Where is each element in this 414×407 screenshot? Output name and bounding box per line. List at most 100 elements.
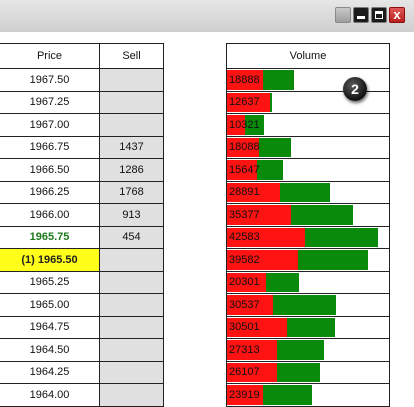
buy-volume-segment [276, 340, 325, 360]
volume-row: 12637 [226, 91, 390, 114]
sell-volume-segment [227, 385, 263, 405]
volume-row: 39582 [226, 249, 390, 272]
sell-volume-segment [227, 295, 274, 315]
price-cell[interactable]: 1965.25 [0, 271, 100, 293]
price-cell[interactable]: 1964.75 [0, 316, 100, 338]
price-ladder: Price Sell 1967.50 1967.25 1967.00 1966.75 1… [0, 43, 164, 407]
volume-row: 18088 [226, 136, 390, 159]
price-cell[interactable]: 1964.50 [0, 339, 100, 361]
ladder-row[interactable]: 1965.00 [0, 294, 164, 317]
close-button[interactable]: x [389, 7, 405, 23]
buy-volume-segment [259, 137, 292, 157]
price-column-header[interactable]: Price [0, 44, 100, 68]
buy-volume-segment [262, 70, 295, 90]
volume-bar [227, 340, 325, 360]
ladder-row[interactable]: 1964.75 [0, 316, 164, 339]
ladder-row[interactable]: 1964.00 [0, 384, 164, 407]
price-cell[interactable]: 1966.00 [0, 204, 100, 226]
sell-volume-segment [227, 182, 281, 202]
sell-cell[interactable] [100, 384, 163, 406]
buy-volume-segment [291, 205, 353, 225]
window-titlebar: x [0, 0, 414, 32]
ladder-row[interactable]: 1964.25 [0, 361, 164, 384]
buy-volume-segment [257, 160, 283, 180]
buy-volume-segment [276, 362, 320, 382]
sell-cell[interactable] [100, 316, 163, 338]
sell-volume-segment [227, 160, 258, 180]
ladder-row[interactable]: 1964.50 [0, 339, 164, 362]
volume-rows: 18888 12637 10321 18088 15647 28891 35377 42583… [226, 69, 390, 407]
sell-cell[interactable]: 454 [100, 226, 163, 248]
ladder-row[interactable]: 1967.25 [0, 91, 164, 114]
price-cell[interactable]: 1965.00 [0, 294, 100, 316]
sell-cell[interactable] [100, 69, 163, 91]
price-cell[interactable]: 1967.25 [0, 91, 100, 113]
sell-cell[interactable]: 1437 [100, 136, 163, 158]
volume-row: 30537 [226, 294, 390, 317]
ladder-row[interactable]: 1966.75 1437 [0, 136, 164, 159]
ladder-row[interactable]: 1967.50 [0, 69, 164, 92]
sell-volume-segment [227, 317, 288, 337]
maximize-button[interactable] [371, 7, 387, 23]
volume-bar [227, 70, 295, 90]
sell-volume-segment [227, 70, 263, 90]
ladder-row[interactable]: 1965.75 454 [0, 226, 164, 249]
sell-column-header[interactable]: Sell [122, 50, 141, 62]
sell-cell[interactable]: 913 [100, 204, 163, 226]
ladder-row[interactable]: 1966.50 1286 [0, 159, 164, 182]
price-cell[interactable]: 1967.00 [0, 114, 100, 136]
sell-cell[interactable] [100, 91, 163, 113]
volume-bar [227, 160, 283, 180]
sell-volume-segment [227, 340, 277, 360]
price-cell[interactable]: 1966.75 [0, 136, 100, 158]
ladder-row[interactable]: (1) 1965.50 [0, 249, 164, 272]
buy-volume-segment [280, 182, 330, 202]
ladder-row[interactable]: 1967.00 [0, 114, 164, 137]
volume-bar [227, 250, 368, 270]
volume-row: 30501 [226, 316, 390, 339]
volume-value: 20301 [229, 276, 260, 289]
volume-row: 26107 [226, 361, 390, 384]
price-cell[interactable]: 1964.00 [0, 384, 100, 406]
sell-volume-segment [227, 227, 306, 247]
ladder-row[interactable]: 1965.25 [0, 271, 164, 294]
sell-cell[interactable] [100, 271, 163, 293]
sell-volume-segment [227, 115, 245, 135]
volume-column-header[interactable]: Volume [226, 43, 390, 69]
volume-value: 15647 [229, 163, 260, 176]
number-badge-icon: 2 [343, 77, 367, 101]
price-cell[interactable]: 1966.50 [0, 159, 100, 181]
volume-row: 10321 [226, 114, 390, 137]
sell-volume-segment [227, 205, 291, 225]
volume-row: 42583 [226, 226, 390, 249]
sell-cell[interactable]: 1286 [100, 159, 163, 181]
ladder-header: Price Sell [0, 43, 164, 69]
volume-bar [227, 317, 336, 337]
price-cell[interactable]: 1967.50 [0, 69, 100, 91]
sell-cell[interactable]: 1768 [100, 181, 163, 203]
sell-cell[interactable] [100, 249, 163, 271]
minimize-button[interactable] [353, 7, 369, 23]
ladder-row[interactable]: 1966.25 1768 [0, 181, 164, 204]
volume-value: 12637 [229, 96, 260, 109]
window-options-button[interactable] [335, 7, 351, 23]
sell-cell[interactable] [100, 339, 163, 361]
volume-value: 18088 [229, 141, 260, 154]
sell-cell[interactable] [100, 361, 163, 383]
ladder-row[interactable]: 1966.00 913 [0, 204, 164, 227]
volume-value: 35377 [229, 208, 260, 221]
volume-bar [227, 137, 292, 157]
price-cell[interactable]: 1966.25 [0, 181, 100, 203]
buy-volume-segment [269, 92, 272, 112]
price-cell[interactable]: 1964.25 [0, 361, 100, 383]
dom-panel: Price Sell 1967.50 1967.25 1967.00 1966.75 1… [0, 32, 414, 407]
sell-cell[interactable] [100, 114, 163, 136]
volume-bar [227, 227, 379, 247]
sell-cell[interactable] [100, 294, 163, 316]
volume-value: 39582 [229, 253, 260, 266]
sell-volume-segment [227, 137, 259, 157]
volume-value: 28891 [229, 186, 260, 199]
price-cell[interactable]: (1) 1965.50 [0, 249, 100, 271]
price-cell[interactable]: 1965.75 [0, 226, 100, 248]
volume-bar [227, 205, 353, 225]
